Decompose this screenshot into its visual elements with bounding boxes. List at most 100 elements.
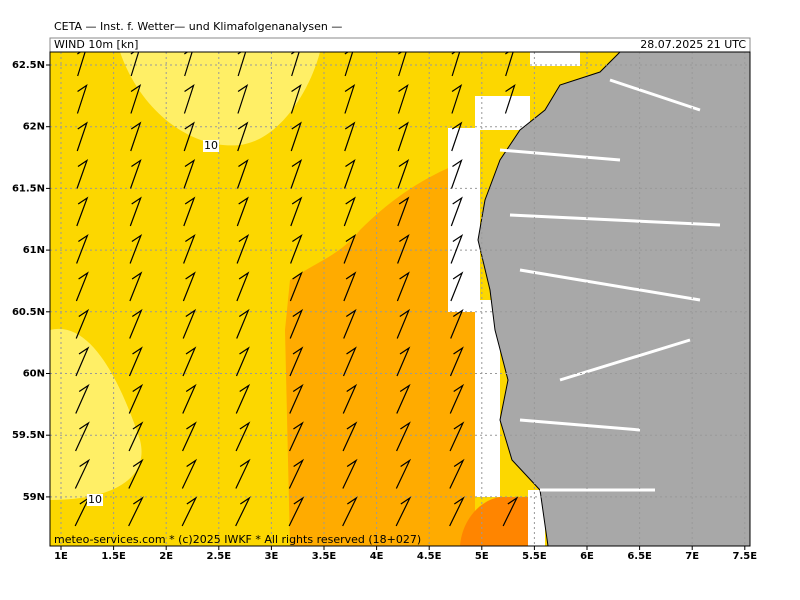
wind-barb	[290, 158, 303, 189]
x-tick-label: 2E	[159, 551, 173, 562]
y-tick-label: 62.5N	[12, 60, 45, 71]
wind-barb	[289, 383, 304, 414]
y-tick-label: 60N	[23, 369, 45, 380]
x-tick-label: 5.5E	[522, 551, 547, 562]
wind-barb	[342, 496, 358, 527]
field-orange	[285, 165, 475, 546]
wind-barb	[343, 196, 356, 227]
wind-barb	[451, 84, 463, 114]
wind-barb	[451, 52, 461, 77]
wind-barb	[75, 421, 90, 452]
wind-barb	[289, 271, 303, 302]
product: WIND 10m [kn]	[54, 38, 138, 51]
wind-barb	[291, 52, 300, 77]
wind-barb	[129, 308, 143, 339]
wind-barb	[343, 308, 357, 339]
datetime: 28.07.2025 21 UTC	[640, 38, 746, 51]
x-tick-label: 7.5E	[733, 551, 758, 562]
wind-barb	[343, 271, 357, 302]
wind-barb	[289, 346, 304, 377]
wind-barb	[236, 233, 250, 264]
wind-barb	[343, 233, 357, 264]
map-area: 10 10 meteo-services.com * (c)2025 IWKF …	[50, 52, 750, 546]
wind-barb	[128, 383, 144, 414]
field-light	[50, 328, 142, 500]
wind-barbs	[74, 52, 519, 527]
wind-barb	[289, 308, 304, 339]
x-tick-label: 4.5E	[417, 551, 442, 562]
wind-barb	[236, 196, 249, 227]
wind-barb	[342, 458, 358, 489]
wind-barb	[237, 52, 247, 77]
title: CETA — Inst. f. Wetter— und Klimafolgena…	[54, 20, 342, 33]
wind-barb	[290, 233, 303, 264]
wind-barb	[129, 196, 142, 227]
y-tick-label: 61.5N	[12, 183, 45, 194]
wind-barb	[183, 121, 195, 152]
wind-barb	[181, 496, 198, 527]
wind-barb	[450, 271, 464, 302]
wind-barb	[450, 196, 463, 227]
wind-barb	[129, 233, 143, 264]
wind-barb	[397, 84, 409, 114]
wind-barb	[344, 84, 356, 114]
wind-barb	[235, 421, 251, 452]
wind-barb	[237, 84, 249, 114]
wind-barb	[237, 121, 249, 152]
wind-barb	[450, 233, 464, 264]
wind-barb	[76, 158, 89, 189]
x-tick-label: 7E	[685, 551, 699, 562]
x-tick-label: 6E	[580, 551, 594, 562]
wind-barb	[182, 421, 197, 452]
wind-barb	[130, 121, 142, 152]
wind-barb	[450, 308, 464, 339]
wind-barb	[449, 383, 465, 414]
wind-barb	[183, 84, 195, 114]
wind-barb	[398, 52, 407, 77]
y-tick-label: 60.5N	[12, 307, 45, 318]
ticks: 1E 1.5E 2E 2.5E 3E 3.5E 4E 4.5E 5E 5.5E 6E 6.5E 7E 7.…	[12, 60, 757, 562]
wind-barb	[128, 421, 144, 452]
grid	[50, 52, 750, 546]
wind-barb	[342, 421, 358, 452]
wind-barb	[342, 346, 357, 377]
contour-label-bg	[87, 494, 103, 506]
contour-label: 10	[88, 493, 102, 506]
wind-barb	[288, 496, 305, 527]
wind-barb	[397, 121, 409, 152]
fjord	[499, 78, 721, 492]
contour-label-bg	[203, 140, 219, 152]
wind-barb	[130, 84, 142, 114]
wind-barb	[290, 196, 303, 227]
y-tick-label: 59N	[23, 492, 45, 503]
wind-barb	[396, 346, 411, 377]
credit: meteo-services.com * (c)2025 IWKF * All …	[54, 533, 421, 546]
wind-barb	[235, 383, 251, 414]
wind-barb	[129, 158, 142, 189]
wind-barb	[343, 158, 356, 189]
x-tick-label: 6.5E	[627, 551, 652, 562]
wind-barb	[182, 346, 197, 377]
wind-barb	[397, 196, 410, 227]
sea-mask	[448, 52, 580, 546]
wind-barb	[75, 271, 89, 302]
wind-barb	[449, 458, 465, 489]
wind-barb	[289, 421, 304, 452]
field-light	[120, 52, 320, 146]
wind-barb	[395, 496, 412, 527]
wind-barb	[76, 233, 89, 264]
wind-barb	[235, 496, 251, 527]
wind-barb	[75, 383, 90, 414]
x-tick-label: 1E	[54, 551, 68, 562]
wind-barb	[74, 458, 91, 489]
wind-barb	[395, 458, 412, 489]
wind-barb	[128, 496, 144, 527]
wind-barb	[183, 158, 196, 189]
wind-barb	[396, 421, 411, 452]
contour-label: 10	[204, 139, 218, 152]
x-tick-label: 1.5E	[101, 551, 126, 562]
wind-barb	[396, 383, 411, 414]
y-tick-label: 59.5N	[12, 430, 45, 441]
y-tick-label: 62N	[23, 122, 45, 133]
